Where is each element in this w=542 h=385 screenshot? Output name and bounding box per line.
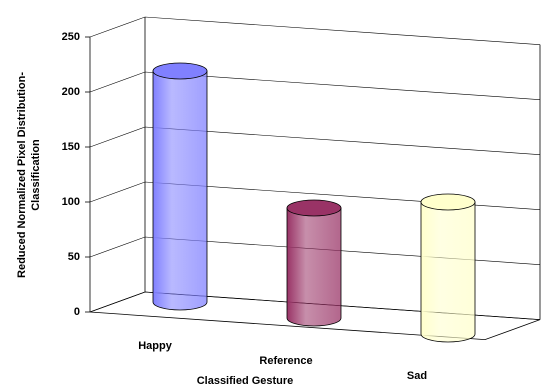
grid-line xyxy=(89,181,541,210)
y-tick-label: 50 xyxy=(68,251,80,263)
bar xyxy=(286,207,342,327)
x-axis-label: Classified Gesture xyxy=(197,375,294,385)
y-tick-label: 150 xyxy=(62,141,80,153)
grid-line xyxy=(89,126,541,155)
y-tick-label: 0 xyxy=(74,306,80,318)
grid-line xyxy=(89,71,541,100)
bar-top xyxy=(286,199,342,217)
bar-top xyxy=(420,193,476,211)
y-axis-label: Reduced Normalized Pixel Distribution- xyxy=(16,72,28,278)
x-tick-label: Reference xyxy=(259,355,312,367)
x-tick-label: Happy xyxy=(138,340,173,352)
bar-top xyxy=(152,62,208,80)
grid-line xyxy=(89,16,541,45)
x-tick-label: Sad xyxy=(407,370,427,382)
grid-line xyxy=(89,291,541,320)
y-tick-label: 200 xyxy=(62,86,80,98)
y-axis-label: Classification xyxy=(30,139,42,211)
bar xyxy=(152,70,208,311)
y-tick-label: 100 xyxy=(62,196,80,208)
bar xyxy=(420,201,476,343)
grid-line xyxy=(89,236,541,265)
y-tick-label: 250 xyxy=(62,31,80,43)
